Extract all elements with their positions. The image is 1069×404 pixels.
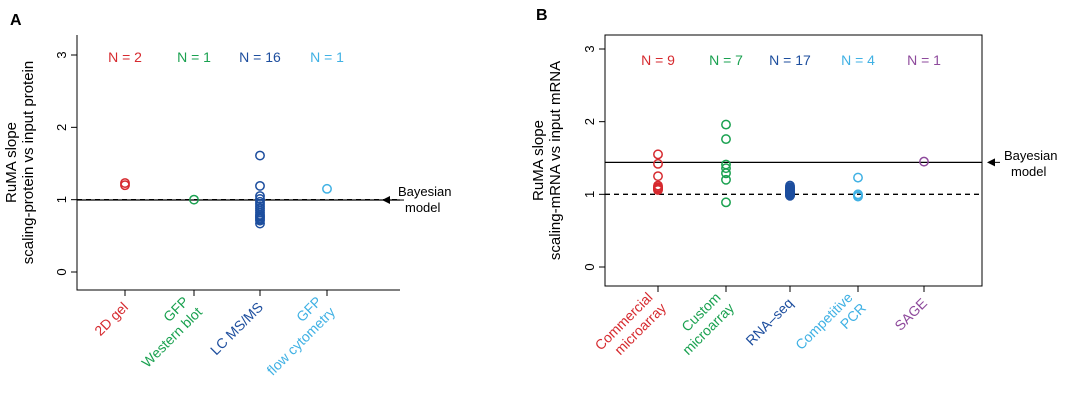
y-tick-label: 1: [54, 196, 69, 203]
panel-letter: B: [536, 7, 548, 24]
data-point: [721, 197, 731, 208]
model-annotation-line: model: [405, 200, 441, 215]
data-point: [255, 193, 265, 204]
x-tick-label: Commercialmicroarray: [592, 288, 670, 366]
data-point: [721, 134, 731, 145]
panel-a: A 0 1 2 3 RuMA slopescaling-protein vs input …: [3, 12, 451, 378]
data-point: [120, 178, 130, 188]
y-axis-label-line: RuMA slope: [3, 122, 20, 203]
y-tick-label: 2: [54, 124, 69, 131]
x-tick-label: SAGE: [891, 295, 930, 334]
data-point: [255, 218, 265, 229]
panel-letter: A: [10, 12, 22, 29]
x-tick-label: Custommicroarray: [667, 288, 737, 358]
y-axis-label-line: RuMA slope: [530, 120, 547, 201]
panel-b: B 0 1 2 3 RuMA slopescaling-mRNA vs input mRN…: [530, 7, 1057, 366]
data-point: [322, 183, 332, 194]
n-label: N = 9: [641, 52, 675, 68]
n-label: N = 1: [177, 49, 211, 65]
model-annotation-line: model: [1011, 164, 1047, 179]
arrow-head: [382, 196, 390, 205]
data-point: [255, 180, 265, 191]
n-label: N = 4: [841, 52, 875, 68]
data-point: [853, 191, 863, 202]
y-tick-label: 0: [54, 268, 69, 275]
data-point: [653, 158, 663, 169]
x-tick-label-line: 2D gel: [91, 299, 131, 339]
x-tick-label: GFPWestern blot: [126, 292, 205, 371]
n-label: N = 16: [239, 49, 281, 65]
data-point: [853, 172, 863, 183]
x-tick-label: CompetitivePCR: [792, 288, 869, 365]
n-label: N = 7: [709, 52, 743, 68]
data-point: [653, 149, 663, 160]
data-point: [785, 190, 795, 201]
n-label: N = 1: [310, 49, 344, 65]
data-point: [653, 185, 663, 195]
y-tick-label: 2: [582, 118, 597, 125]
x-tick-label: GFPflow cytometry: [251, 292, 338, 379]
y-axis-label: RuMA slopescaling-mRNA vs input mRNA: [530, 61, 564, 260]
y-tick-label: 1: [582, 191, 597, 198]
y-tick-label: 0: [582, 263, 597, 270]
x-tick-label: LC MS/MS: [207, 299, 266, 358]
plot-frame: [76, 35, 400, 291]
x-tick-label: RNA–seq: [742, 295, 796, 349]
y-tick-label: 3: [582, 45, 597, 52]
y-axis-label-line: scaling-protein vs input protein: [20, 61, 37, 264]
y-axis-label-line: scaling-mRNA vs input mRNA: [547, 61, 564, 260]
x-tick-label-line: SAGE: [891, 295, 930, 334]
model-annotation: Bayesian model: [398, 184, 451, 215]
n-label: N = 1: [907, 52, 941, 68]
y-tick-label: 3: [54, 51, 69, 58]
data-point: [721, 163, 731, 174]
x-tick-label-line: RNA–seq: [742, 295, 796, 349]
data-point: [919, 156, 929, 167]
model-annotation-line: Bayesian: [1004, 148, 1057, 163]
x-tick-label-line: LC MS/MS: [207, 299, 266, 358]
data-point: [189, 194, 199, 205]
plot-frame: [604, 34, 983, 287]
data-point: [721, 168, 731, 179]
model-annotation-line: Bayesian: [398, 184, 451, 199]
arrow-head: [987, 158, 995, 167]
model-annotation: Bayesian model: [1004, 148, 1057, 179]
n-label: N = 2: [108, 49, 142, 65]
data-point: [721, 119, 731, 130]
data-point: [721, 174, 731, 185]
n-label: N = 17: [769, 52, 811, 68]
data-point: [255, 150, 265, 161]
x-tick-label: 2D gel: [91, 299, 131, 339]
data-point: [653, 171, 663, 182]
data-point: [255, 215, 265, 226]
y-axis-label: RuMA slopescaling-protein vs input prote…: [3, 61, 37, 264]
